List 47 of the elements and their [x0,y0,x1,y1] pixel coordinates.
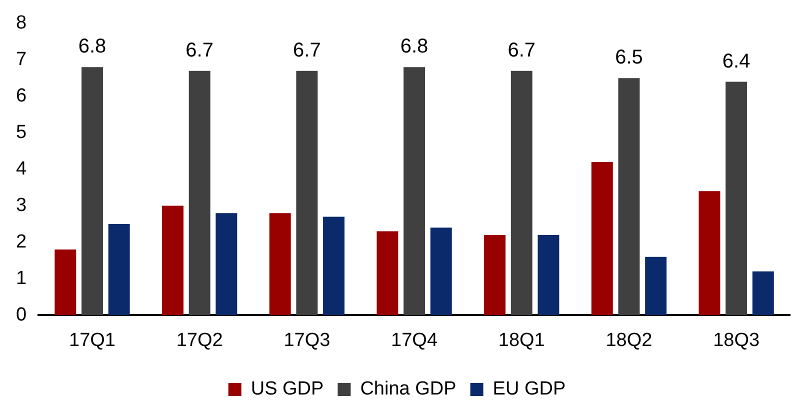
data-label: 6.7 [508,39,536,62]
bar [162,206,184,316]
y-tick-label: 2 [16,231,27,252]
y-tick-label: 1 [16,268,27,289]
bar [323,216,345,316]
bar [404,67,426,316]
bar [510,70,532,316]
bar [108,224,130,316]
x-tick-label: 18Q2 [606,330,652,351]
bar [269,213,291,316]
y-tick-label: 5 [16,122,27,144]
bar [484,234,506,316]
bar [54,250,76,316]
data-label: 6.7 [293,39,321,62]
data-label: 6.5 [615,46,643,69]
bar [296,70,318,316]
bar [376,231,398,316]
bar [430,228,452,316]
y-tick-label: 7 [16,49,27,70]
legend-label: China GDP [360,378,456,400]
y-tick-label: 6 [16,86,27,107]
bar [752,271,774,316]
y-tick-label: 0 [16,304,27,326]
data-label: 6.7 [186,39,214,62]
data-label: 6.4 [722,50,750,72]
y-tick-label: 3 [16,195,27,216]
bar [726,82,748,316]
bar [591,162,613,316]
legend-label: EU GDP [492,378,566,400]
bar [698,191,720,316]
x-tick-label: 17Q2 [176,330,223,351]
x-tick-label: 17Q4 [391,330,438,351]
data-label: 6.8 [400,36,428,58]
x-tick-label: 18Q1 [498,330,545,351]
bar [216,213,238,316]
bar [188,70,210,316]
y-tick-label: 4 [16,158,27,180]
bar [82,67,103,316]
bar [538,234,560,316]
legend-label: US GDP [250,378,324,400]
x-tick-label: 17Q1 [69,330,116,351]
bar [645,256,667,316]
x-tick-label: 18Q3 [713,330,760,351]
bar [618,78,640,316]
y-tick-label: 8 [16,12,27,34]
data-label: 6.8 [78,36,106,58]
x-tick-label: 17Q3 [284,330,330,351]
